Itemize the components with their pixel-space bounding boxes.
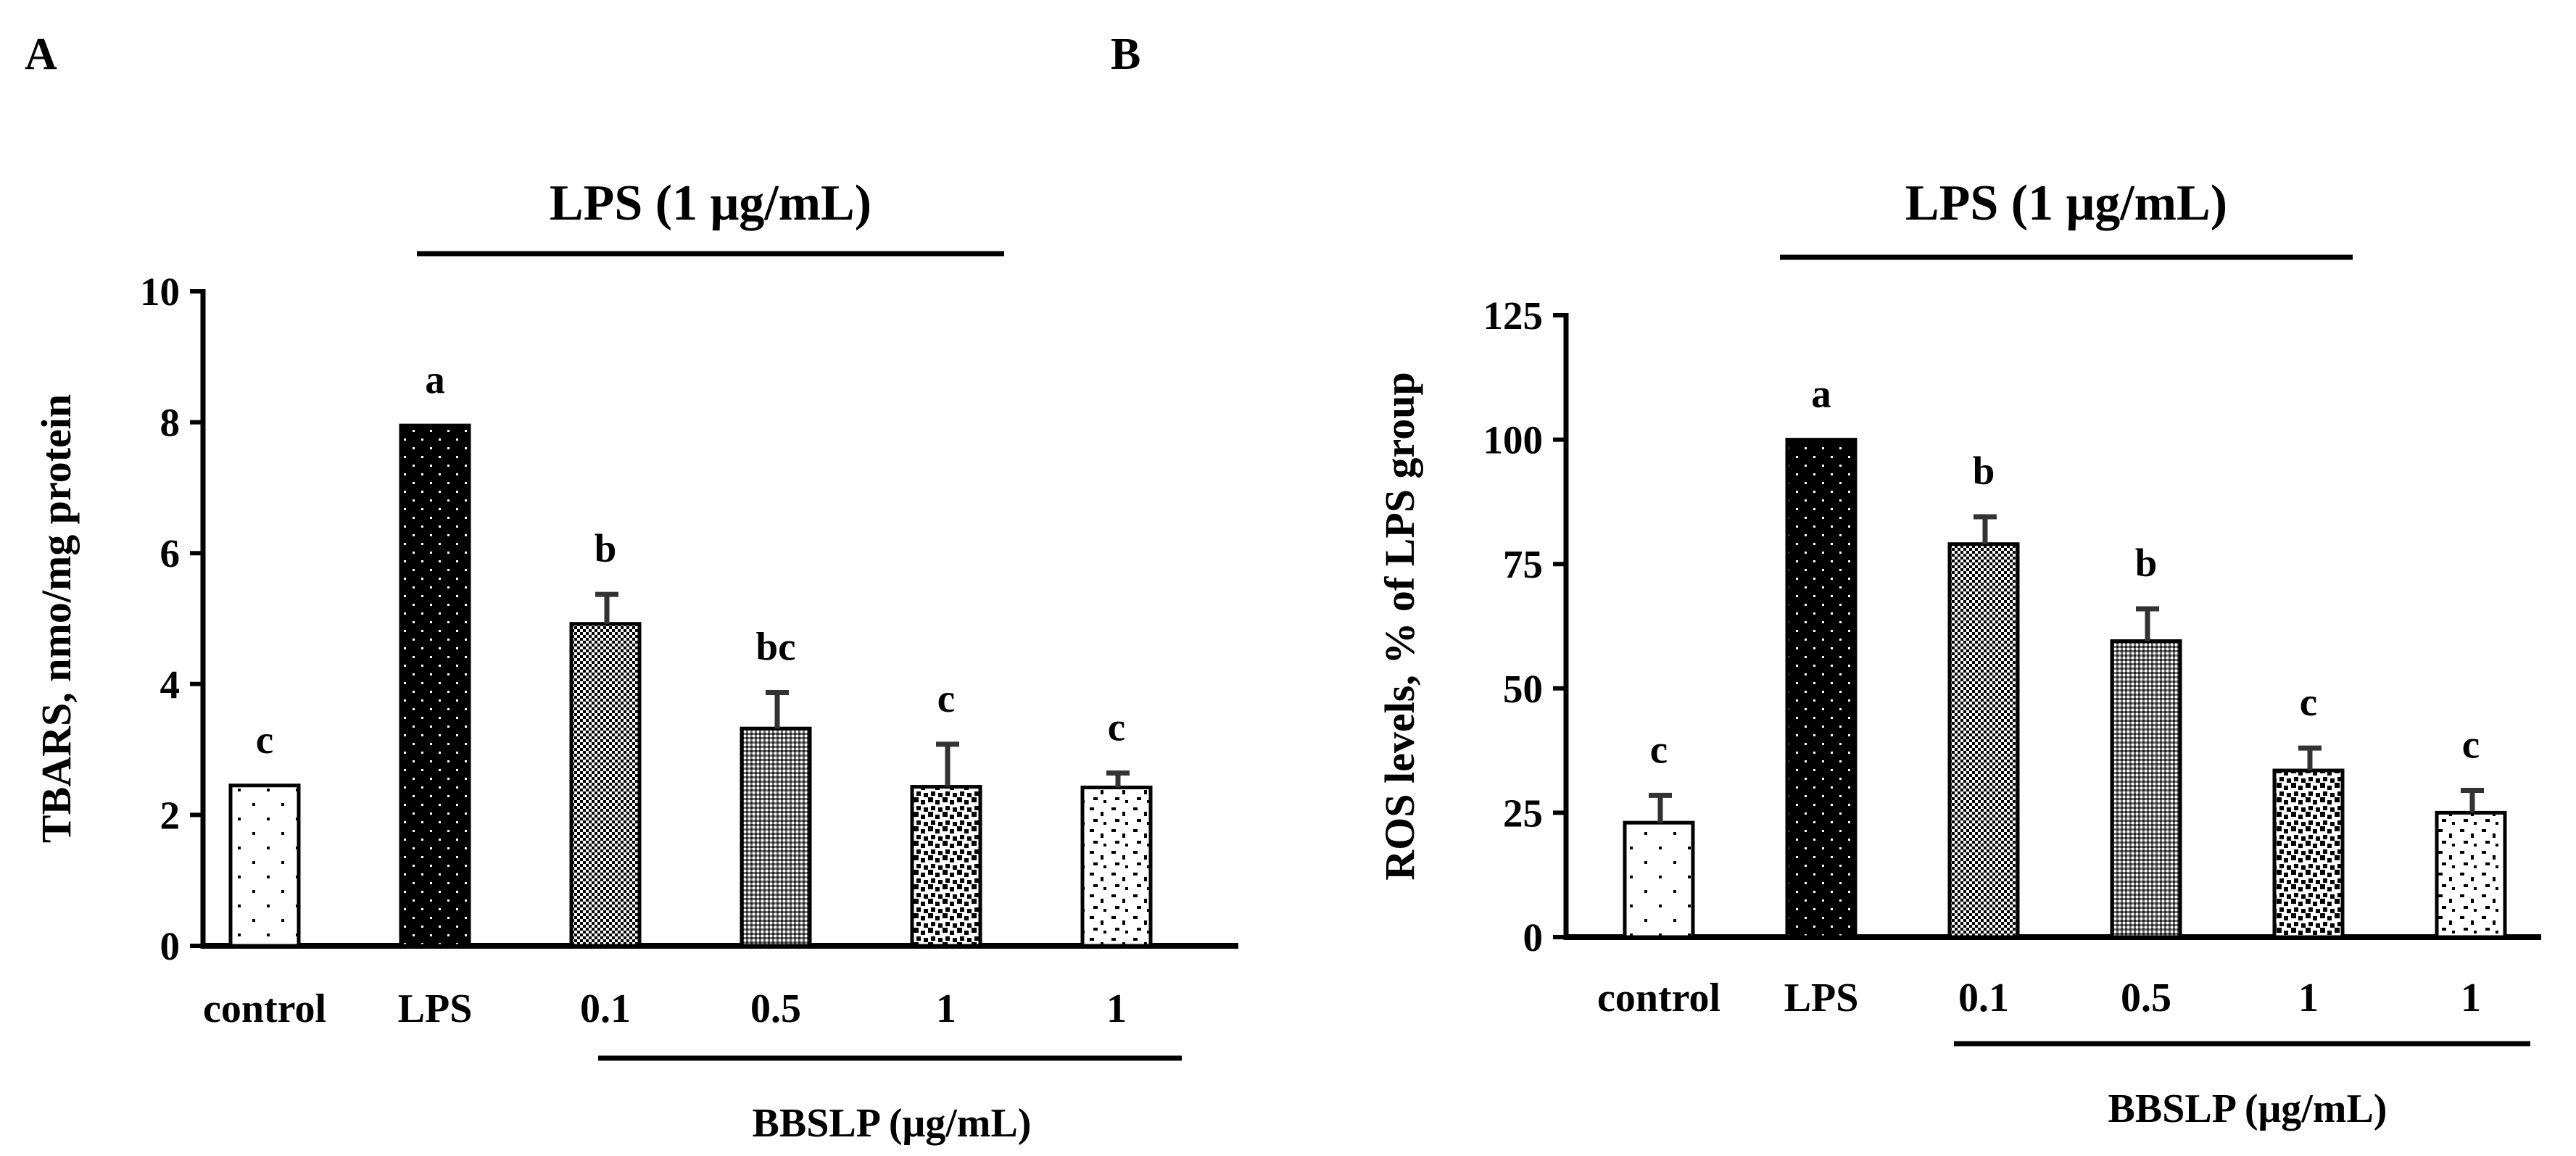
significance-label: b	[1973, 449, 1995, 493]
y-axis-label: TBARS, nmo/mg protein	[33, 394, 80, 843]
chart-title: LPS (1 μg/mL)	[550, 175, 871, 231]
significance-label: c	[937, 676, 955, 720]
panel-label-b: B	[1111, 30, 1140, 79]
significance-label: c	[2300, 680, 2317, 724]
chart-title: LPS (1 μg/mL)	[1905, 175, 2227, 231]
chart-panel-a: LPS (1 μg/mL) 0 2 4 6 8 10 TBARS, nmo/mg protei…	[33, 175, 1238, 1146]
y-tick-label: 50	[1503, 667, 1543, 711]
category-label: 1	[1106, 986, 1127, 1031]
category-label: 1	[2461, 976, 2481, 1020]
x-axis-label: BBSLP (μg/mL)	[2108, 1086, 2387, 1131]
y-tick-label: 75	[1503, 542, 1543, 586]
category-label: 1	[2298, 976, 2319, 1020]
significance-label: a	[425, 357, 445, 402]
x-axis-label: BBSLP (μg/mL)	[753, 1101, 1032, 1146]
bar	[399, 423, 471, 948]
y-tick-label: 125	[1483, 294, 1544, 338]
y-axis-label: ROS levels, % of LPS group	[1376, 372, 1423, 880]
y-tick-label: 0	[1523, 915, 1544, 960]
bar	[569, 622, 642, 948]
bar	[740, 726, 812, 948]
y-tick-label: 0	[160, 924, 181, 968]
category-label: LPS	[1784, 976, 1859, 1020]
category-label: LPS	[398, 986, 473, 1031]
significance-label: a	[1811, 372, 1831, 416]
y-tick-label: 6	[160, 531, 181, 575]
y-tick-label: 8	[160, 401, 181, 445]
y-tick-label: 10	[140, 270, 180, 314]
bar	[2110, 639, 2182, 939]
category-label: control	[1597, 976, 1720, 1020]
significance-label: c	[256, 718, 273, 762]
category-label: 1	[936, 986, 956, 1031]
category-label: 0.1	[580, 986, 631, 1031]
chart-panel-b: LPS (1 μg/mL) 0 25 50 75 100 125 ROS levels, % …	[1376, 175, 2541, 1131]
y-tick-label: 2	[160, 793, 181, 837]
bar	[2272, 768, 2345, 939]
significance-label: c	[1650, 727, 1668, 771]
significance-label: c	[1108, 705, 1125, 749]
bar	[1080, 785, 1153, 948]
bar	[910, 785, 982, 948]
y-tick-label: 25	[1503, 791, 1543, 835]
significance-label: b	[2135, 541, 2158, 585]
bar	[1947, 542, 2020, 939]
category-label: 0.5	[750, 986, 801, 1031]
y-tick-label: 4	[160, 662, 181, 707]
significance-label: bc	[756, 625, 796, 669]
y-tick-label: 100	[1483, 418, 1544, 462]
bar	[1785, 438, 1858, 939]
bar	[1623, 820, 1695, 939]
category-label: control	[203, 986, 326, 1031]
bar	[228, 783, 301, 948]
category-label: 0.1	[1958, 976, 2009, 1020]
bar	[2435, 810, 2507, 939]
significance-label: b	[595, 526, 617, 570]
category-label: 0.5	[2121, 976, 2171, 1020]
significance-label: c	[2462, 723, 2480, 767]
panel-label-a: A	[25, 30, 57, 79]
